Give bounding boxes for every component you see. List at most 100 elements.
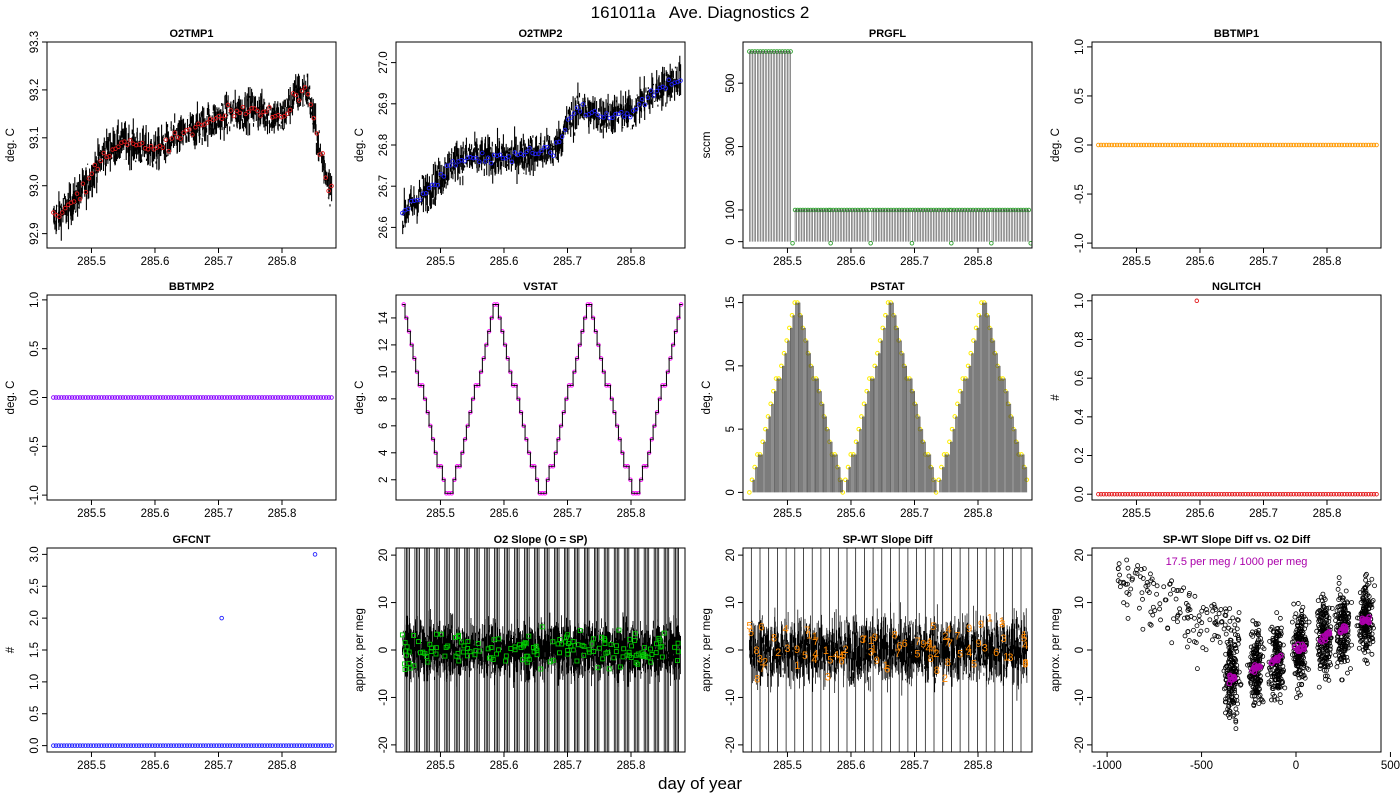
data-point bbox=[214, 395, 219, 400]
data-point bbox=[1253, 491, 1259, 497]
data-point bbox=[104, 743, 110, 748]
y-tick-label: 5 bbox=[725, 426, 737, 432]
y-tick-label: 10 bbox=[378, 365, 390, 378]
x-tick-label: 285.5 bbox=[773, 256, 802, 268]
data-point bbox=[95, 166, 100, 172]
data-point bbox=[599, 634, 605, 640]
data-point bbox=[542, 144, 547, 150]
data-point bbox=[1283, 142, 1288, 148]
data-point bbox=[577, 109, 583, 114]
data-point bbox=[406, 660, 412, 666]
x-tick-label: 285.7 bbox=[1249, 508, 1278, 520]
data-point bbox=[616, 627, 622, 633]
data-point bbox=[648, 88, 654, 93]
data-point bbox=[1271, 629, 1277, 635]
data-point bbox=[1329, 606, 1335, 611]
data-point bbox=[315, 743, 321, 748]
data-point bbox=[1236, 610, 1242, 615]
data-point bbox=[1300, 660, 1305, 666]
data-point bbox=[1318, 491, 1323, 497]
data-point bbox=[604, 111, 609, 116]
data-point bbox=[439, 631, 444, 637]
data-point bbox=[1320, 142, 1326, 148]
data-point: 3 bbox=[1000, 633, 1006, 645]
x-tick-label: 285.6 bbox=[490, 256, 519, 268]
data-point bbox=[1194, 298, 1200, 304]
data-point bbox=[1361, 609, 1367, 614]
data-point bbox=[1235, 701, 1240, 707]
data-point bbox=[61, 395, 67, 400]
data-point bbox=[485, 646, 491, 652]
data-point bbox=[1235, 142, 1240, 148]
data-point bbox=[1269, 624, 1275, 630]
data-point bbox=[72, 395, 78, 400]
data-point bbox=[557, 650, 562, 656]
y-axis-label: deg. C bbox=[701, 381, 713, 415]
data-point bbox=[845, 464, 851, 470]
data-point bbox=[1213, 615, 1219, 620]
data-point bbox=[1365, 592, 1370, 598]
data-point bbox=[77, 395, 83, 400]
data-point bbox=[1318, 142, 1323, 148]
data-point bbox=[402, 666, 408, 672]
data-point bbox=[1174, 588, 1180, 594]
data-point bbox=[581, 652, 587, 658]
panel-title: BBTMP2 bbox=[169, 281, 214, 293]
data-point bbox=[651, 93, 657, 98]
data-point bbox=[1198, 628, 1204, 634]
page-title: 161011a Ave. Diagnostics 2 bbox=[590, 3, 810, 22]
y-tick-label: -0.5 bbox=[1074, 184, 1086, 204]
data-point bbox=[613, 111, 618, 117]
x-tick-label: 285.5 bbox=[773, 508, 802, 520]
data-point: 1 bbox=[794, 660, 800, 672]
data-point bbox=[1327, 643, 1333, 649]
data-point bbox=[565, 651, 571, 657]
data-point bbox=[133, 142, 139, 148]
data-point: 3 bbox=[868, 646, 874, 658]
data-point bbox=[1251, 491, 1256, 497]
y-tick-label: -1.0 bbox=[1074, 233, 1086, 253]
data-point bbox=[571, 111, 577, 116]
data-point bbox=[1310, 142, 1315, 148]
data-point bbox=[1274, 696, 1280, 702]
data-point bbox=[233, 743, 238, 748]
data-point bbox=[633, 106, 639, 112]
data-point bbox=[321, 395, 326, 400]
data-point bbox=[1122, 142, 1128, 148]
data-point bbox=[1288, 491, 1294, 497]
data-point bbox=[1249, 650, 1255, 656]
data-point bbox=[150, 743, 155, 748]
data-point bbox=[1364, 603, 1370, 609]
data-point bbox=[423, 191, 429, 196]
data-point bbox=[1218, 607, 1224, 612]
data-point bbox=[302, 85, 308, 90]
data-point bbox=[1302, 660, 1308, 666]
data-point bbox=[1323, 142, 1328, 148]
data-point bbox=[1261, 142, 1267, 148]
data-point bbox=[93, 395, 99, 400]
y-tick-label: 0.6 bbox=[1074, 370, 1086, 386]
data-point bbox=[1148, 571, 1153, 577]
data-point bbox=[136, 743, 142, 748]
data-point bbox=[302, 395, 308, 400]
x-tick-label: 285.5 bbox=[426, 760, 455, 772]
data-point: 4 bbox=[1022, 640, 1028, 652]
data-point bbox=[1315, 598, 1321, 603]
fit-point bbox=[1227, 676, 1234, 683]
data-point bbox=[1344, 142, 1350, 148]
data-point bbox=[1125, 491, 1131, 497]
data-point: 4 bbox=[838, 650, 844, 662]
data-point bbox=[305, 395, 310, 400]
data-point bbox=[278, 395, 283, 400]
data-point bbox=[262, 395, 267, 400]
data-point bbox=[1101, 491, 1106, 497]
y-tick-label: 3.0 bbox=[29, 546, 41, 562]
data-point bbox=[1271, 671, 1277, 677]
data-point bbox=[1300, 604, 1306, 610]
data-point bbox=[536, 151, 541, 157]
data-point bbox=[1370, 639, 1376, 644]
y-tick-label: 1.0 bbox=[1074, 293, 1086, 309]
data-point bbox=[462, 158, 467, 164]
data-point bbox=[768, 401, 773, 407]
x-tick-label: -1000 bbox=[1092, 760, 1121, 772]
